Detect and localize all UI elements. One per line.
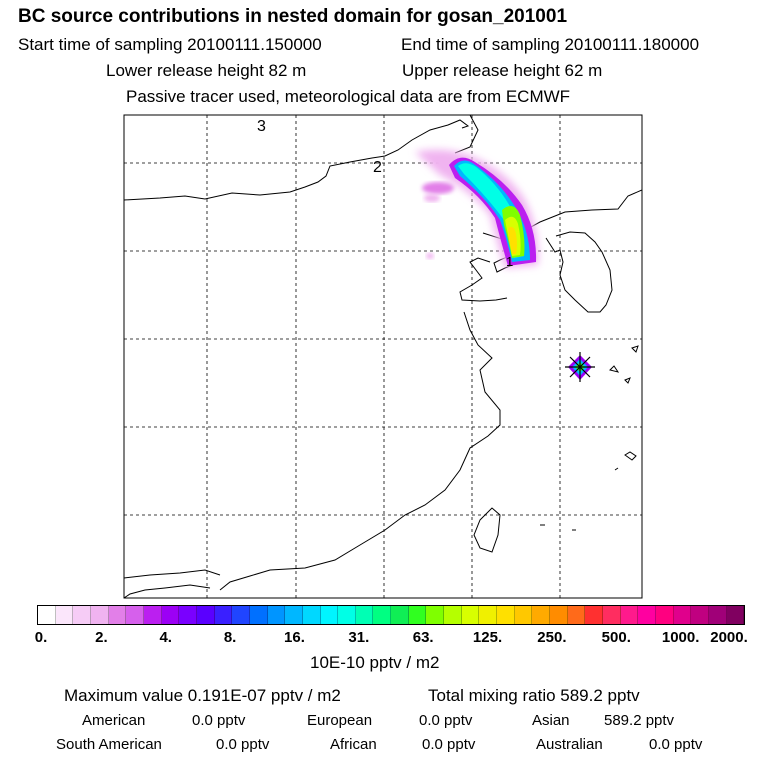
colorbar-swatch-18: [355, 606, 374, 624]
colorbar-swatch-24: [461, 606, 480, 624]
colorbar-tick-3: 8.: [223, 629, 237, 646]
colorbar-swatch-2: [73, 606, 91, 624]
source-value-south-american: 0.0 pptv: [216, 736, 270, 753]
colorbar-swatch-38: [708, 606, 727, 624]
colorbar-swatch-33: [620, 606, 639, 624]
colorbar-swatch-19: [373, 606, 392, 624]
colorbar-swatch-26: [497, 606, 515, 624]
colorbar-swatch-21: [408, 606, 427, 624]
colorbar-swatch-34: [638, 606, 656, 624]
colorbar-swatch-37: [691, 606, 709, 624]
colorbar-swatch-15: [302, 606, 321, 624]
colorbar-swatch-4: [108, 606, 127, 624]
map-frame: [123, 114, 643, 599]
end-time-label: End time of sampling 20100111.180000: [401, 35, 700, 54]
colorbar-swatch-30: [567, 606, 586, 624]
source-name-south-american: South American: [56, 736, 162, 753]
colorbar-swatch-22: [426, 606, 445, 624]
chart-title: BC source contributions in nested domain…: [18, 6, 568, 27]
map-label-2: 2: [373, 159, 382, 176]
colorbar-swatch-11: [232, 606, 250, 624]
start-time-label: Start time of sampling 20100111.150000: [18, 35, 322, 54]
colorbar-tick-6: 63.: [412, 629, 434, 646]
colorbar-swatch-6: [143, 606, 162, 624]
colorbar-swatch-5: [126, 606, 144, 624]
maximum-value-label: Maximum value 0.191E-07 pptv / m2: [64, 686, 341, 705]
colorbar-tick-8: 250.: [537, 629, 567, 646]
colorbar-swatch-10: [214, 606, 233, 624]
source-value-african: 0.0 pptv: [422, 736, 476, 753]
colorbar-tick-7: 125.: [472, 629, 503, 646]
plume: [415, 149, 539, 268]
colorbar-swatch-14: [285, 606, 303, 624]
source-name-asian: Asian: [532, 712, 570, 729]
colorbar-tick-4: 16.: [284, 629, 305, 646]
grid-lines: [124, 115, 642, 598]
colorbar-swatch-1: [55, 606, 74, 624]
coastlines: [124, 115, 642, 598]
colorbar-tick-1: 2.: [95, 629, 108, 646]
source-name-australian: Australian: [536, 736, 603, 753]
colorbar-swatch-0: [38, 606, 56, 624]
source-name-american: American: [82, 712, 146, 729]
source-value-australian: 0.0 pptv: [649, 736, 703, 753]
colorbar-swatch-25: [479, 606, 498, 624]
colorbar-swatch-28: [532, 606, 551, 624]
source-name-african: African: [330, 736, 377, 753]
colorbar-swatch-7: [161, 606, 180, 624]
colorbar-units: 10E-10 pptv / m2: [310, 653, 440, 672]
source-name-european: European: [307, 712, 373, 729]
colorbar-tick-2: 4.: [159, 629, 172, 646]
map-label-1: 1: [506, 254, 513, 269]
source-value-european: 0.0 pptv: [419, 712, 473, 729]
map-label-3: 3: [257, 118, 266, 135]
source-value-asian: 589.2 pptv: [604, 712, 675, 729]
colorbar-swatch-27: [514, 606, 533, 624]
colorbar-tick-9: 500.: [601, 629, 631, 646]
colorbar-swatch-17: [338, 606, 356, 624]
colorbar-swatch-39: [726, 606, 745, 624]
colorbar-swatch-9: [196, 606, 215, 624]
colorbar-swatch-13: [267, 606, 286, 624]
colorbar-tick-0: 0.: [34, 629, 48, 646]
tracer-info-label: Passive tracer used, meteorological data…: [126, 87, 571, 106]
colorbar-tick-11: 2000.: [710, 629, 748, 646]
colorbar-swatch-16: [320, 606, 339, 624]
colorbar-swatch-23: [444, 606, 462, 624]
colorbar-swatch-3: [90, 606, 109, 624]
source-value-american: 0.0 pptv: [192, 712, 246, 729]
colorbar-swatch-12: [249, 606, 268, 624]
colorbar-swatch-20: [391, 606, 409, 624]
lower-release-height-label: Lower release height 82 m: [106, 61, 307, 80]
colorbar-swatch-29: [550, 606, 568, 624]
upper-release-height-label: Upper release height 62 m: [402, 61, 603, 80]
colorbar-swatch-35: [655, 606, 674, 624]
colorbar-swatch-36: [673, 606, 692, 624]
colorbar-tick-5: 31.: [348, 629, 370, 646]
colorbar-swatch-31: [585, 606, 603, 624]
colorbar: [37, 605, 745, 625]
colorbar-tick-10: 1000.: [661, 629, 700, 646]
total-mixing-ratio-label: Total mixing ratio 589.2 pptv: [428, 686, 640, 705]
colorbar-swatch-32: [603, 606, 621, 624]
receptor-marker: [565, 352, 595, 382]
colorbar-swatch-8: [179, 606, 197, 624]
